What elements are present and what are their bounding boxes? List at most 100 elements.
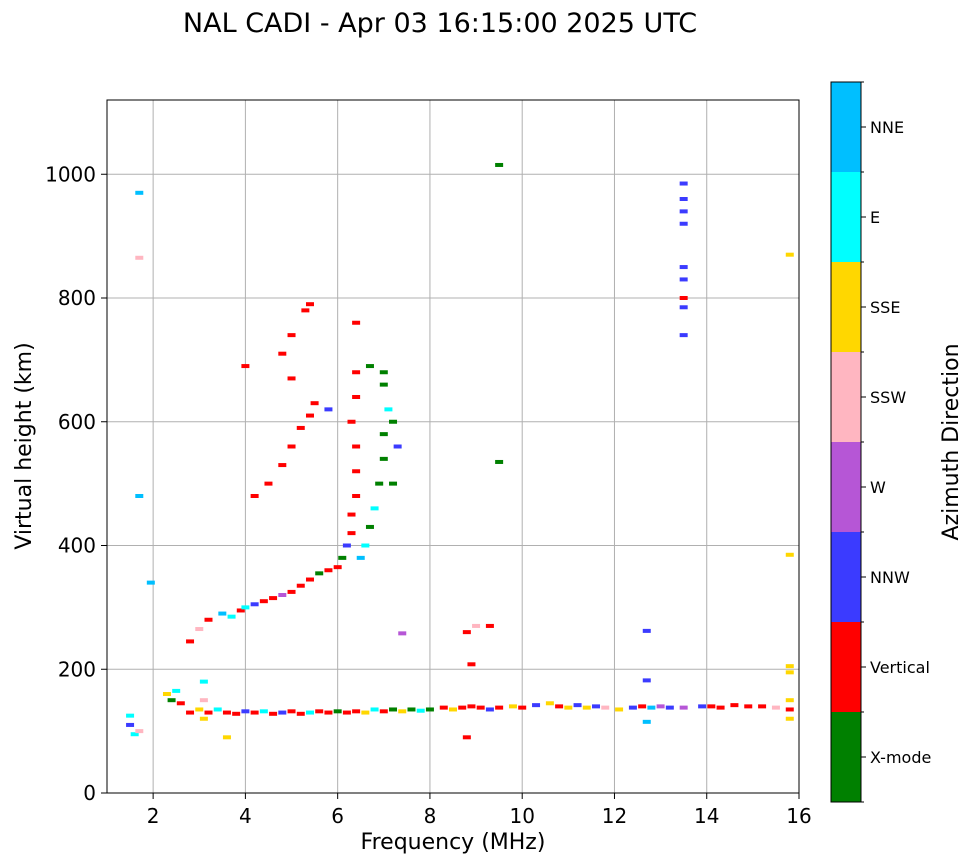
data-point (615, 707, 624, 712)
data-point (259, 709, 268, 714)
data-point (785, 707, 794, 712)
data-point (287, 709, 296, 714)
x-tick-label: 6 (331, 804, 344, 828)
data-point (462, 630, 471, 635)
data-point (642, 628, 651, 633)
data-point (582, 705, 591, 710)
data-point (199, 679, 208, 684)
data-point (287, 444, 296, 449)
data-point (573, 703, 582, 708)
data-point (365, 524, 374, 529)
colorbar-tick-label: E (870, 208, 880, 227)
colorbar-tick-label: Vertical (870, 658, 930, 677)
data-point (555, 704, 564, 709)
data-point (305, 577, 314, 582)
y-tick-label: 200 (58, 657, 96, 681)
colorbar-swatch (831, 532, 861, 622)
data-point (449, 707, 457, 712)
data-point (204, 710, 213, 715)
y-tick-label: 600 (58, 410, 96, 434)
colorbar-frame (830, 81, 862, 803)
data-point (707, 704, 716, 709)
x-axis-label: Frequency (MHz) (361, 830, 546, 855)
data-point (222, 710, 231, 715)
y-tick-label: 400 (58, 534, 96, 558)
x-tick-label: 10 (509, 804, 534, 828)
colorbar-tick-label: W (870, 478, 886, 497)
data-point (356, 555, 365, 560)
data-point (213, 707, 222, 712)
data-point (269, 596, 278, 601)
data-point (172, 688, 181, 693)
data-point (278, 710, 287, 715)
data-point (296, 711, 305, 716)
data-point (656, 704, 665, 709)
data-point (642, 719, 651, 724)
data-point (296, 583, 305, 588)
data-point (352, 444, 361, 449)
data-point (199, 716, 208, 721)
data-point (495, 705, 504, 710)
data-point (146, 580, 155, 585)
colorbar-tick-label: NNW (870, 568, 910, 587)
x-tick-label: 2 (147, 804, 160, 828)
data-point (495, 459, 504, 464)
data-point (324, 407, 333, 412)
data-point (744, 704, 753, 709)
data-point (195, 707, 204, 712)
data-point (642, 678, 651, 683)
data-point (398, 709, 407, 714)
data-point (771, 705, 780, 710)
data-point (232, 711, 241, 716)
x-tick-label: 16 (786, 804, 811, 828)
data-point (785, 698, 794, 703)
data-point (287, 376, 296, 381)
data-point (130, 732, 139, 737)
data-point (241, 605, 250, 610)
data-point (389, 419, 398, 424)
data-point (264, 481, 273, 486)
data-point (347, 512, 356, 517)
data-point (665, 705, 674, 710)
data-point (716, 705, 725, 710)
data-point (730, 703, 739, 708)
data-point (679, 209, 688, 214)
data-point (222, 735, 231, 740)
data-point (135, 255, 144, 260)
colorbar-swatch (831, 82, 861, 172)
data-point (324, 568, 333, 573)
data-point (342, 710, 351, 715)
data-point (458, 705, 467, 710)
data-point (278, 351, 287, 356)
data-point (785, 716, 794, 721)
data-point (407, 707, 416, 712)
colorbar-swatch (831, 262, 861, 352)
data-point (305, 413, 314, 418)
data-point (250, 494, 259, 498)
data-point (679, 296, 688, 300)
data-point (310, 401, 319, 406)
data-point (564, 705, 573, 710)
data-point (324, 710, 333, 715)
data-point (518, 705, 527, 710)
data-point (241, 709, 250, 714)
y-tick-label: 0 (83, 781, 96, 805)
data-point (384, 407, 393, 412)
data-point (425, 707, 434, 712)
data-point (278, 593, 287, 597)
data-point (416, 708, 425, 713)
data-point (195, 627, 204, 632)
y-axis-ticks: 0 200 400 600 800 1000 (45, 162, 107, 805)
data-point (379, 370, 388, 375)
data-point (162, 692, 171, 696)
data-point (398, 631, 407, 636)
data-point (679, 197, 688, 201)
data-point (347, 419, 356, 424)
data-point (365, 364, 374, 369)
data-point (467, 704, 476, 709)
x-axis-ticks: 2 4 6 8 10 12 14 16 (147, 793, 812, 828)
colorbar-tick-label: NNE (870, 118, 904, 137)
data-point (218, 611, 227, 616)
data-point (462, 735, 471, 740)
data-point (592, 704, 601, 709)
